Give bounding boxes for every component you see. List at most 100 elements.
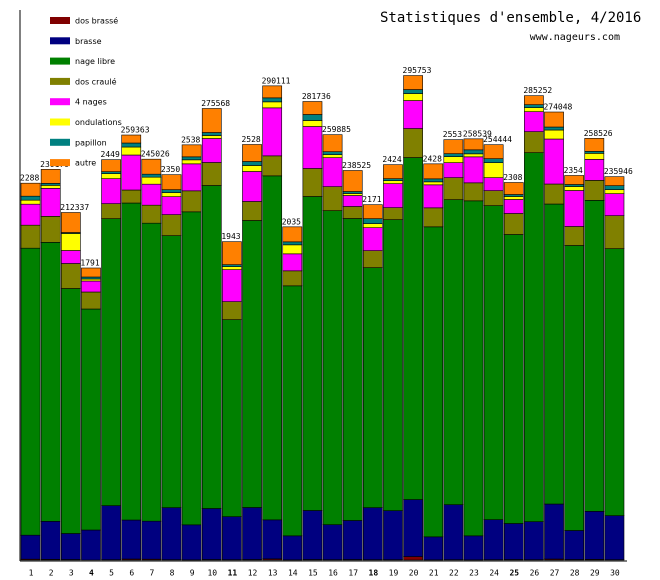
bar-segment (121, 202, 142, 521)
bar-segment (463, 153, 484, 158)
legend-label: dos brassé (75, 16, 118, 26)
bar-segment (20, 195, 41, 201)
bar-segment (60, 263, 81, 289)
bar-segment (60, 533, 81, 560)
bar-segment (383, 180, 403, 184)
bar-segment (503, 234, 524, 524)
bar-segment (101, 203, 121, 219)
bar-segment (181, 211, 202, 526)
bar-segment (302, 196, 323, 511)
bar-segment (242, 507, 262, 560)
bar-segment (423, 207, 444, 228)
total-label: 2428 (423, 154, 442, 163)
bar-segment (161, 235, 182, 508)
bar-segment (584, 138, 605, 152)
bar-segment (81, 308, 101, 531)
bar-segment (403, 75, 423, 90)
bar-segment (503, 199, 524, 214)
legend-label: brasse (75, 37, 102, 46)
bar-segment (463, 182, 484, 202)
bar-segment (262, 519, 283, 560)
bar-segment (403, 89, 423, 94)
total-label: 2354 (564, 166, 583, 175)
bar-segment (544, 183, 564, 205)
x-tick-label: 14 (288, 569, 298, 578)
x-tick-label: 16 (328, 569, 338, 578)
bar-segment (20, 534, 41, 560)
bar-segment (161, 507, 182, 560)
bar-segment (604, 248, 625, 516)
total-label: 274048 (543, 103, 572, 112)
bar-segment (524, 111, 544, 132)
bar-segment (403, 556, 423, 561)
bar-segment (423, 536, 444, 561)
bar-segment (181, 159, 202, 165)
legend-label: nage libre (75, 57, 115, 66)
bar-segment (242, 220, 262, 508)
total-label: 2449 (101, 150, 120, 159)
total-label: 212337 (60, 203, 89, 212)
x-tick-label: 25 (509, 569, 519, 578)
bar-segment (483, 144, 504, 159)
bar-segment (362, 250, 383, 268)
bar-segment (282, 226, 303, 243)
bar-segment (161, 214, 182, 236)
bar-segment (403, 157, 423, 500)
bar-segment (242, 171, 262, 202)
bar-segment (161, 196, 182, 215)
bar-segment (101, 159, 121, 172)
bar-segment (181, 144, 202, 158)
bar-segment (181, 190, 202, 213)
bar-segment (584, 511, 605, 560)
bar-segment (564, 186, 585, 191)
bar-segment (584, 200, 605, 512)
bar-segment (463, 156, 484, 184)
bar-segment (443, 162, 464, 178)
x-tick-label: 24 (489, 569, 499, 578)
bar-segment (544, 503, 564, 560)
bar-segment (362, 218, 383, 224)
x-tick-label: 6 (129, 569, 134, 578)
x-tick-label: 17 (348, 569, 358, 578)
bar-segment (403, 128, 423, 158)
bar-segment (544, 126, 564, 131)
bar-segment (282, 285, 303, 537)
plot: 2288123017922123373179142449525936362450… (20, 66, 633, 577)
x-tick-label: 13 (268, 569, 278, 578)
bar-segment (443, 199, 464, 505)
legend-swatch (50, 98, 70, 106)
bar-segment (322, 134, 343, 152)
bar-segment (60, 212, 81, 233)
bar-segment (60, 233, 81, 251)
bar-segment (362, 223, 383, 228)
bar-segment (564, 184, 585, 187)
bar-segment (20, 203, 41, 226)
bar-segment (222, 269, 242, 302)
bar-segment (403, 100, 423, 129)
bar-segment (342, 170, 363, 192)
legend: dos brassé brasse nage libre dos craulé 4 na… (50, 16, 122, 168)
bar-segment (302, 126, 323, 169)
chart-title: Statistiques d'ensemble, 4/2016 (380, 10, 641, 26)
bar-segment (524, 107, 544, 112)
legend-swatch (50, 159, 70, 167)
bar-segment (362, 204, 383, 219)
bar-segment (101, 505, 121, 560)
bar-segment (604, 215, 625, 249)
total-label: 245026 (141, 150, 170, 159)
bar-segment (101, 173, 121, 179)
total-label: 2553 (443, 130, 462, 139)
x-tick-label: 28 (570, 569, 580, 578)
bar-segment (423, 226, 444, 538)
bar-segment (403, 499, 423, 557)
legend-label: ondulations (75, 118, 122, 127)
legend-swatch (50, 57, 70, 65)
x-tick-label: 1 (29, 569, 34, 578)
bar-segment (524, 521, 544, 560)
x-tick-label: 4 (89, 569, 94, 578)
bar-segment (121, 146, 142, 156)
legend-label: papillon (75, 138, 107, 147)
bar-segment (101, 171, 121, 174)
bar-segment (342, 218, 363, 521)
bar-segment (282, 270, 303, 287)
